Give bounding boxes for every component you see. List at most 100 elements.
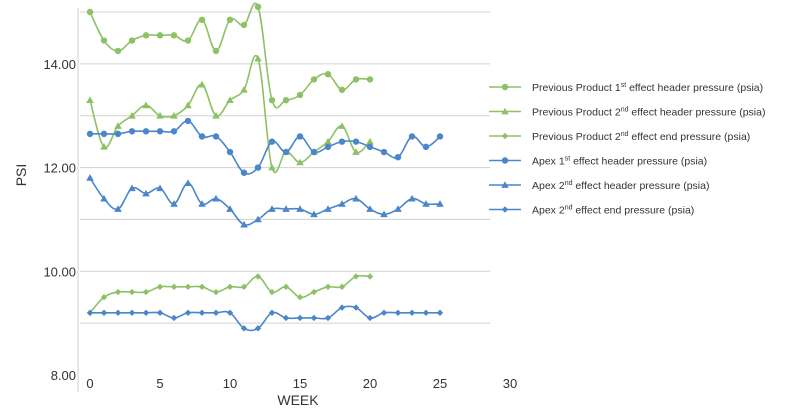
data-point (325, 315, 331, 321)
data-point (129, 310, 135, 316)
data-point (198, 81, 206, 88)
data-point (143, 128, 149, 134)
x-tick-label: 20 (363, 376, 377, 391)
data-point (283, 284, 289, 290)
data-point (423, 310, 429, 316)
data-point (199, 133, 205, 139)
legend-label-suffix: effect header pressure (psia) (570, 156, 707, 168)
x-tick-label: 15 (293, 376, 307, 391)
data-point (409, 310, 415, 316)
data-point (184, 179, 192, 186)
data-point (325, 284, 331, 290)
x-tick-label: 0 (86, 376, 93, 391)
data-point (115, 310, 121, 316)
data-point (171, 32, 177, 38)
data-point (171, 128, 177, 134)
legend-item: Apex 1st effect header pressure (psia) (489, 156, 707, 168)
x-axis-title: WEEK (277, 392, 319, 408)
data-point (297, 315, 303, 321)
data-point (325, 144, 331, 150)
data-point (409, 133, 415, 139)
x-tick-label: 25 (433, 376, 447, 391)
legend-label: Previous Product 2nd effect end pressure… (532, 131, 750, 143)
legend-label-prefix: Apex 2 (532, 205, 565, 217)
legend-label-sup: nd (565, 205, 573, 212)
series-line (90, 306, 440, 330)
series-line (90, 121, 440, 174)
x-tick-label: 30 (503, 376, 517, 391)
series-2 (87, 273, 373, 316)
y-tick-label: 12.00 (43, 161, 76, 176)
data-point (311, 289, 317, 295)
data-point (212, 195, 220, 202)
data-point (241, 170, 247, 176)
data-point (157, 128, 163, 134)
data-point (255, 4, 261, 10)
legend-label: Previous Product 1st effect header press… (532, 82, 763, 94)
legend-label: Previous Product 2nd effect header press… (532, 107, 765, 119)
data-point (129, 289, 135, 295)
data-point (283, 149, 289, 155)
data-point (311, 315, 317, 321)
data-point (339, 87, 345, 93)
data-point (367, 76, 373, 82)
data-point (171, 284, 177, 290)
data-point (199, 17, 205, 23)
data-point (143, 289, 149, 295)
y-axis-title: PSI (13, 164, 29, 187)
legend-label-sup: nd (565, 180, 573, 187)
legend-label-prefix: Previous Product 2 (532, 131, 621, 143)
data-point (86, 174, 94, 181)
data-point (367, 144, 373, 150)
tick-labels: 0 5 10 15 20 25 30 8.00 10.00 12.00 14.00 (43, 57, 517, 391)
data-point (199, 310, 205, 316)
data-point (185, 118, 191, 124)
data-point (381, 149, 387, 155)
data-point (185, 37, 191, 43)
legend-label-sup: nd (621, 131, 629, 138)
data-point (395, 154, 401, 160)
data-point (240, 86, 248, 93)
data-point (227, 284, 233, 290)
data-point (199, 284, 205, 290)
data-point (115, 48, 121, 54)
data-point (325, 71, 331, 77)
data-point (381, 310, 387, 316)
data-point (269, 97, 275, 103)
legend-label: Apex 2nd effect header pressure (psia) (532, 180, 709, 192)
data-point (255, 164, 261, 170)
data-point (353, 76, 359, 82)
data-point (157, 32, 163, 38)
data-point (339, 304, 345, 310)
data-point (129, 37, 135, 43)
data-point (367, 315, 373, 321)
legend-label-suffix: effect header pressure (psia) (629, 107, 766, 119)
data-point (339, 284, 345, 290)
gridlines (80, 12, 490, 323)
data-point (171, 315, 177, 321)
legend-item: Previous Product 2nd effect end pressure… (489, 131, 750, 143)
data-point (227, 149, 233, 155)
series-line (90, 178, 440, 225)
data-point (115, 131, 121, 137)
legend-label-suffix: effect header pressure (psia) (626, 82, 763, 94)
data-point (367, 273, 373, 279)
data-point (213, 289, 219, 295)
data-point (311, 149, 317, 155)
data-point (101, 131, 107, 137)
y-tick-label: 14.00 (43, 57, 76, 72)
data-point (395, 310, 401, 316)
data-point (115, 289, 121, 295)
legend-marker (502, 206, 508, 212)
data-point (213, 310, 219, 316)
data-point (241, 22, 247, 28)
data-point (311, 76, 317, 82)
series-0 (87, 3, 373, 108)
legend-item: Previous Product 1st effect header press… (489, 82, 763, 94)
legend-label-suffix: effect header pressure (psia) (573, 180, 710, 192)
x-tick-label: 10 (223, 376, 237, 391)
data-point (269, 138, 275, 144)
data-point (366, 138, 374, 145)
data-point (339, 138, 345, 144)
